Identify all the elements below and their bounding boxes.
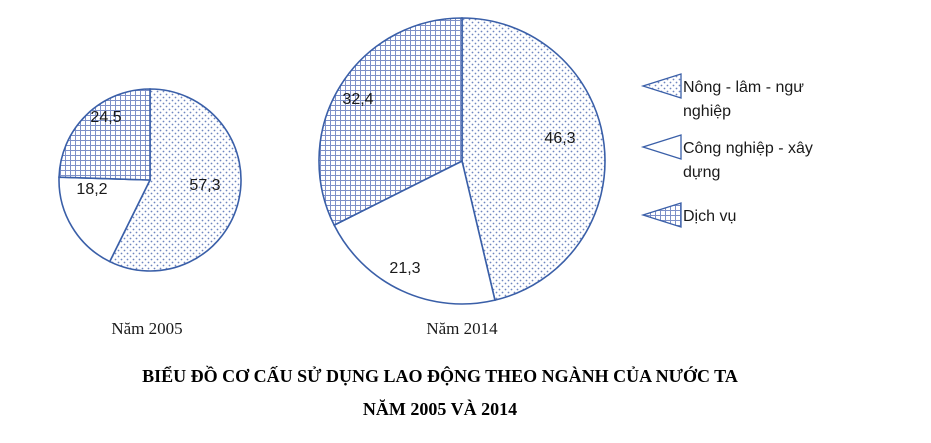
legend-key-dich-vu <box>640 202 682 228</box>
pie-2005-slice-nong-lam-ngu-nghiep <box>108 88 242 272</box>
legend-label-dich-vu: Dịch vụ <box>683 208 736 225</box>
legend-label-nong-lam-ngu-nghiep: Nông - lâm - ngư nghiệp <box>683 79 804 120</box>
legend: Nông - lâm - ngư nghiệp Công nghiệp - xây d… <box>640 73 813 228</box>
pie-2014-value-label-nong-lam-ngu-nghiep: 46,3 <box>544 130 575 147</box>
pie-2005: 57,3 18,2 24,5 <box>58 88 242 272</box>
chart-title-line-1: BIỂU ĐỒ CƠ CẤU SỬ DỤNG LAO ĐỘNG THEO NGÀ… <box>142 365 738 386</box>
pie-2005-year-label: Năm 2005 <box>111 319 182 338</box>
pie-2014-slice-cong-nghiep-xay-dung <box>333 159 496 305</box>
pie-2014-year-label: Năm 2014 <box>426 319 498 338</box>
pie-2014: 46,3 21,3 32,4 <box>318 17 606 305</box>
chart-title-line-2: NĂM 2005 VÀ 2014 <box>363 398 517 419</box>
pie-2005-value-label-nong-lam-ngu-nghiep: 57,3 <box>189 177 220 194</box>
pie-2005-slice-dich-vu <box>58 88 151 181</box>
pie-2014-value-label-cong-nghiep-xay-dung: 21,3 <box>389 260 420 277</box>
legend-key-cong-nghiep-xay-dung <box>640 134 682 160</box>
pie-2005-value-label-cong-nghiep-xay-dung: 18,2 <box>76 181 107 198</box>
legend-key-nong-lam-ngu-nghiep <box>640 73 682 99</box>
pie-2014-slice-dich-vu <box>318 17 463 227</box>
pie-2014-value-label-dich-vu: 32,4 <box>342 91 373 108</box>
legend-label-cong-nghiep-xay-dung: Công nghiệp - xây dựng <box>683 140 813 181</box>
pie-2005-value-label-dich-vu: 24,5 <box>90 109 121 126</box>
pie-2014-slice-nong-lam-ngu-nghiep <box>461 17 606 302</box>
pie-2005-slice-cong-nghiep-xay-dung <box>58 176 152 263</box>
